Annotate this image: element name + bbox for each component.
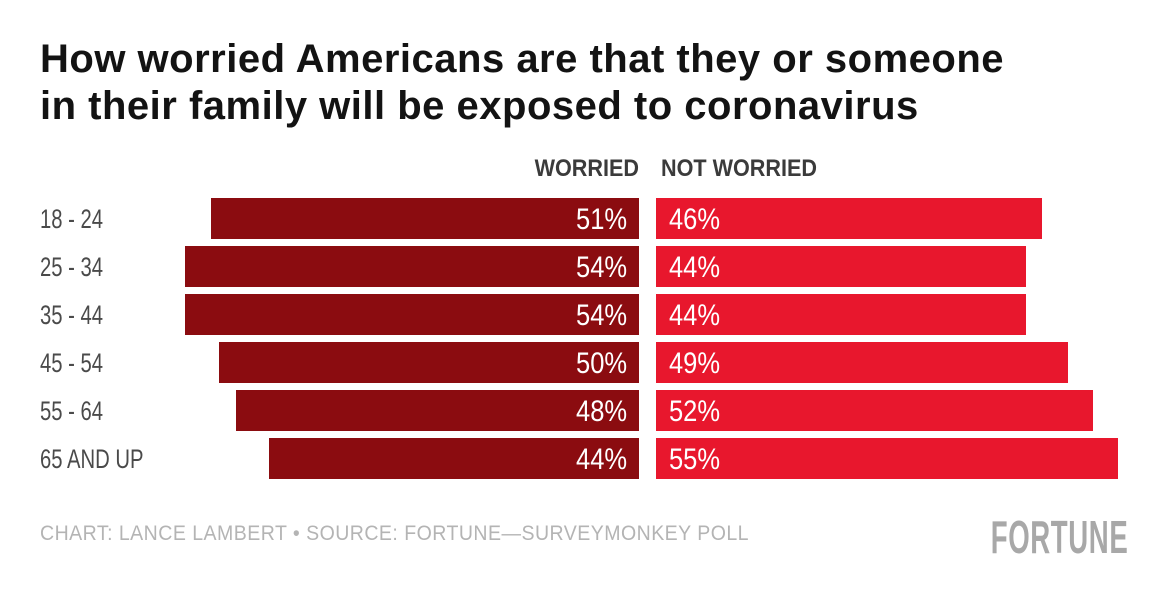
bar-row: 45 - 54 50% 49% [0,342,1168,383]
bar-row: 65 AND UP 44% 55% [0,438,1168,479]
not-worried-bar: 46% [656,198,1043,239]
worried-bar: 50% [219,342,639,383]
category-label: 55 - 64 [40,396,104,426]
worried-value: 54% [575,299,627,332]
not-worried-value: 52% [669,395,721,428]
worried-value: 50% [575,347,627,380]
chart-title: How worried Americans are that they or s… [40,37,1004,128]
worried-value: 44% [575,443,627,476]
worried-value: 54% [575,251,627,284]
worried-value: 48% [575,395,627,428]
category-label: 18 - 24 [40,204,104,234]
category-label: 25 - 34 [40,252,104,282]
not-worried-bar: 44% [656,294,1026,335]
worried-bar: 48% [235,390,639,431]
not-worried-value: 44% [669,299,721,332]
category-label: 65 AND UP [40,444,144,474]
legend-not-worried-label: NOT WORRIED [661,155,817,182]
not-worried-value: 46% [669,203,721,236]
category-label: 45 - 54 [40,348,104,378]
not-worried-value: 49% [669,347,721,380]
not-worried-value: 44% [669,251,721,284]
not-worried-bar: 49% [656,342,1068,383]
not-worried-bar: 44% [656,246,1026,287]
bar-rows: 18 - 24 51% 46% 25 - 34 54% 44% 35 - 44 54% 44% 4… [0,198,1168,486]
not-worried-bar: 52% [656,390,1093,431]
credit-line: CHART: LANCE LAMBERT • SOURCE: FORTUNE—S… [40,522,750,545]
bar-row: 18 - 24 51% 46% [0,198,1168,239]
worried-bar: 51% [210,198,639,239]
not-worried-value: 55% [669,443,721,476]
category-label: 35 - 44 [40,300,104,330]
legend-worried-label: WORRIED [534,155,639,182]
bar-row: 55 - 64 48% 52% [0,390,1168,431]
worried-bar: 54% [185,294,639,335]
worried-bar: 44% [269,438,639,479]
worried-bar: 54% [185,246,639,287]
fortune-logo: FORTUNE [990,511,1128,563]
bar-row: 35 - 44 54% 44% [0,294,1168,335]
not-worried-bar: 55% [656,438,1118,479]
bar-row: 25 - 34 54% 44% [0,246,1168,287]
worried-value: 51% [575,203,627,236]
